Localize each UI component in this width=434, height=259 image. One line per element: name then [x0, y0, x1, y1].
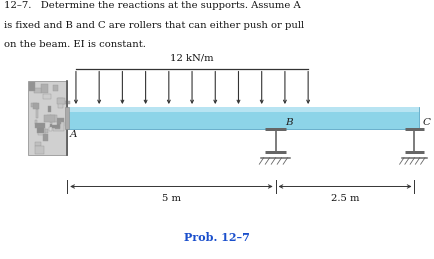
Text: C: C — [422, 118, 430, 127]
Bar — [43, 134, 48, 141]
Text: 12–7.   Determine the reactions at the supports. Assume A: 12–7. Determine the reactions at the sup… — [4, 1, 301, 10]
Bar — [53, 122, 64, 131]
Bar — [50, 115, 57, 124]
Bar — [34, 88, 41, 93]
Bar — [61, 101, 69, 104]
Bar — [44, 115, 55, 122]
Bar — [35, 146, 44, 154]
Bar — [28, 81, 67, 155]
Bar — [67, 107, 419, 129]
Text: on the beam. EI is constant.: on the beam. EI is constant. — [4, 40, 146, 49]
Bar — [45, 130, 48, 133]
Text: A: A — [69, 130, 77, 139]
Bar — [50, 124, 59, 128]
Bar — [59, 98, 63, 108]
Bar — [55, 121, 59, 129]
Bar — [54, 118, 63, 126]
Bar — [38, 128, 46, 135]
Bar — [65, 107, 69, 129]
Bar — [31, 103, 37, 107]
Bar — [67, 107, 419, 112]
Bar — [34, 142, 41, 146]
Bar — [33, 103, 39, 109]
Text: 2.5 m: 2.5 m — [331, 194, 359, 203]
Bar — [37, 127, 44, 133]
Bar — [36, 109, 39, 118]
Bar — [54, 121, 61, 124]
Text: B: B — [285, 118, 293, 127]
Bar — [49, 127, 52, 131]
Bar — [43, 95, 51, 99]
Bar — [35, 123, 45, 128]
Bar — [46, 115, 51, 118]
Bar — [52, 121, 56, 125]
Bar — [35, 120, 37, 124]
Bar — [53, 85, 58, 91]
Text: Prob. 12–7: Prob. 12–7 — [184, 233, 250, 243]
Text: 12 kN/m: 12 kN/m — [170, 53, 214, 62]
Bar — [40, 84, 48, 93]
Text: 5 m: 5 m — [162, 194, 181, 203]
Text: is fixed and B and C are rollers that can either push or pull: is fixed and B and C are rollers that ca… — [4, 21, 305, 30]
Bar — [29, 83, 35, 91]
Bar — [57, 98, 65, 104]
Bar — [48, 106, 50, 112]
